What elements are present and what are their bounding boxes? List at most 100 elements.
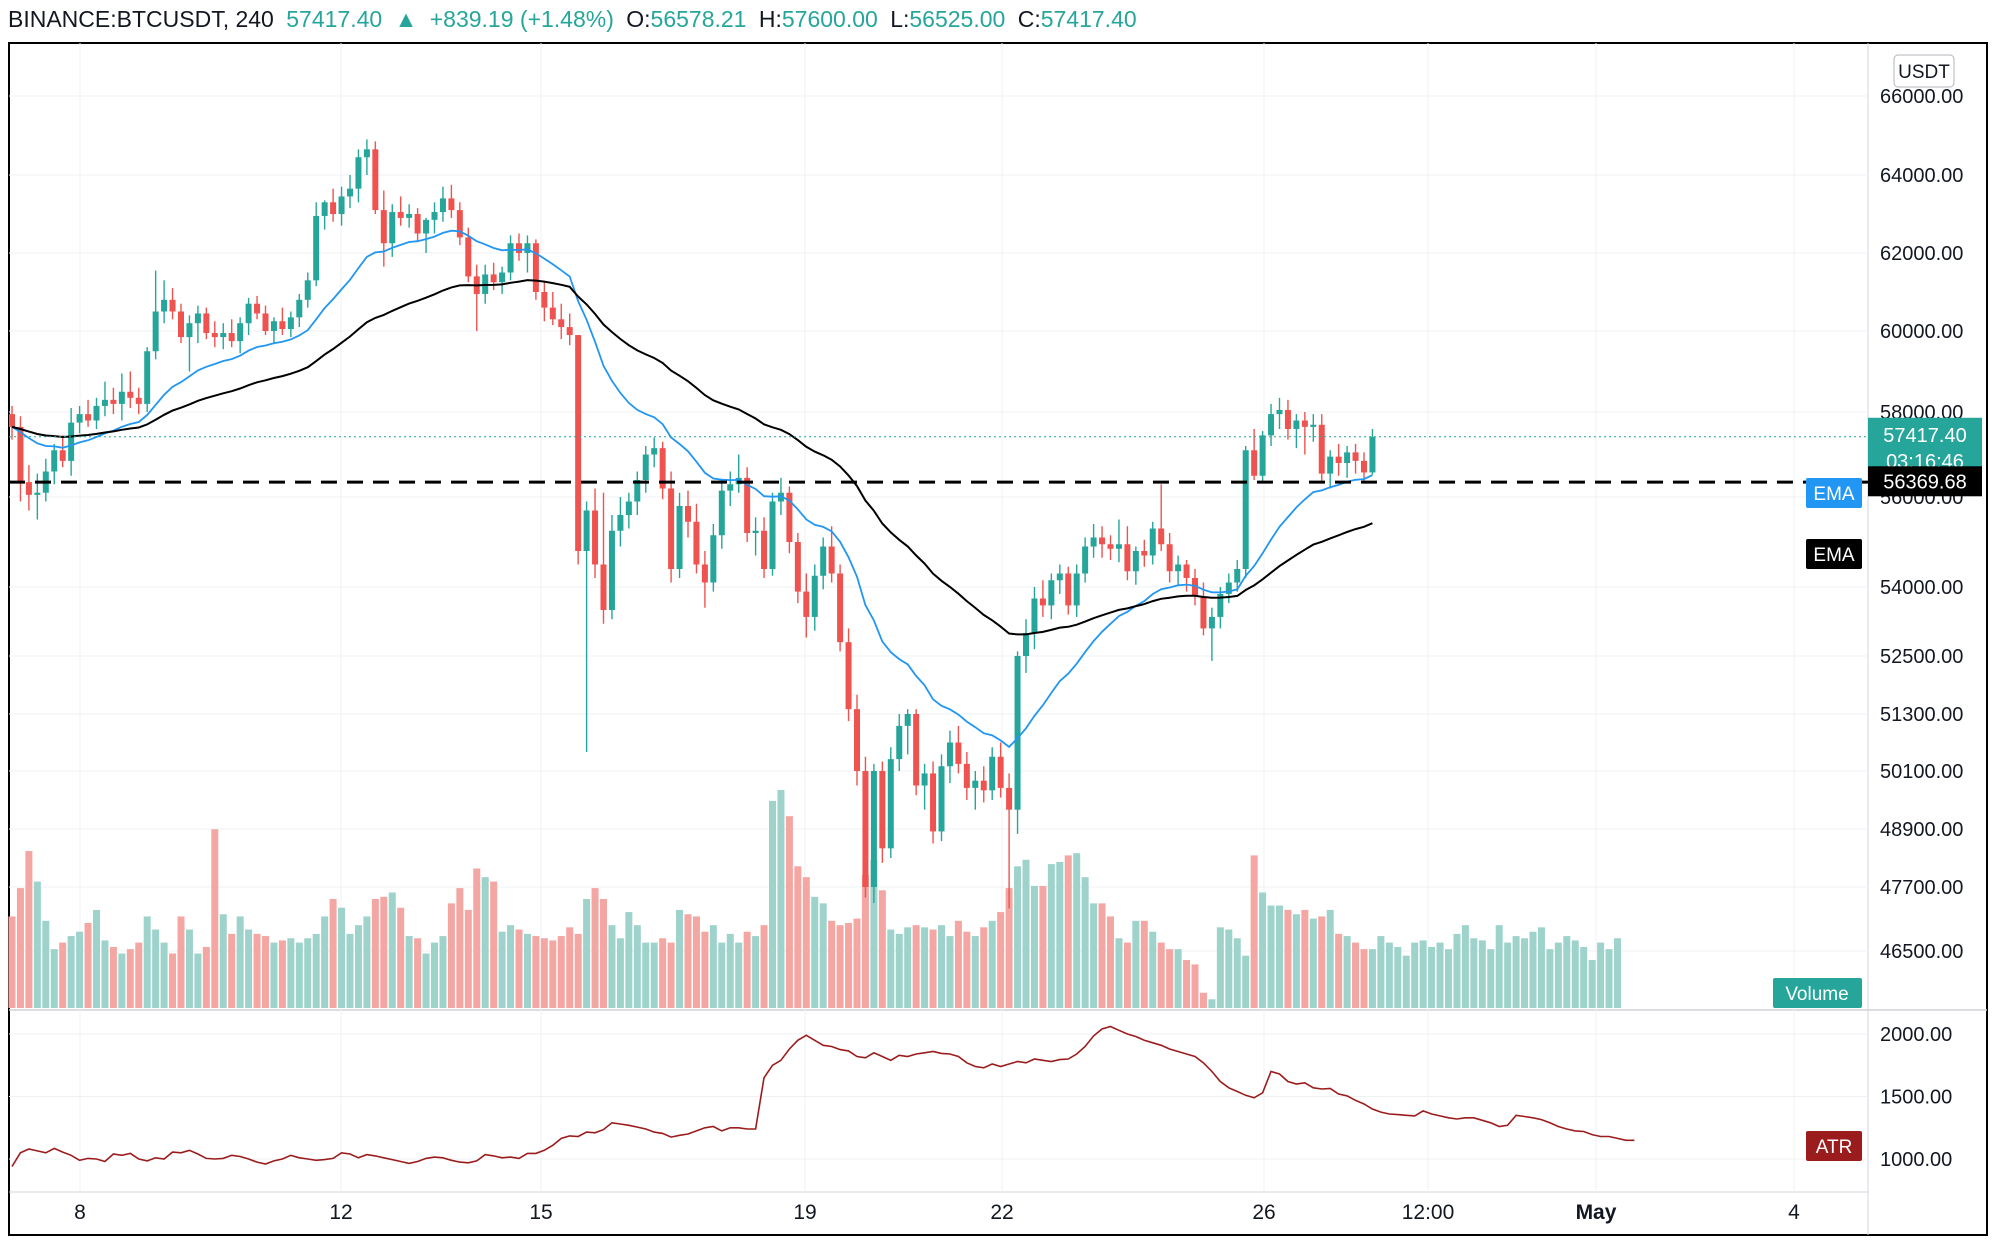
volume-bar [752,936,760,1008]
candle-body [946,742,953,767]
candle-body [963,763,970,788]
candle-body [389,212,396,244]
candle-body [820,546,827,576]
volume-bar [845,922,853,1008]
candle-body [659,448,666,489]
price-tick-label: 60000.00 [1880,321,1963,343]
candle-body [448,198,455,211]
volume-bar [1174,949,1182,1008]
volume-bar [278,940,286,1008]
candle-body [1284,409,1291,429]
volume-bar [1495,925,1503,1008]
candle-body [668,488,675,569]
volume-bar [1073,853,1081,1008]
volume-bar [498,931,506,1008]
high-label: H: [758,6,782,32]
candle-body [355,157,362,189]
volume-bar [1208,999,1216,1008]
volume-bar [887,929,895,1008]
volume-bar [878,890,886,1008]
time-tick-label: May [1576,1201,1617,1224]
ema-fast-badge[interactable] [1806,478,1862,508]
volume-bar [642,942,650,1008]
volume-bar [447,903,455,1008]
price-tick-label: 52500.00 [1880,646,1963,668]
atr-axis: 2000.00 1500.00 1000.00 [1880,1024,1952,1171]
candle-body [1327,456,1334,474]
volume-bar [1267,905,1275,1008]
volume-bar [160,942,168,1008]
candle-body [989,756,996,791]
price-axis: 66000.0064000.0062000.0060000.0058000.00… [1880,86,1963,963]
volume-bar [904,927,912,1008]
volume-badge[interactable] [1773,978,1862,1008]
volume-bar [726,933,734,1008]
volume-bar [456,888,464,1008]
candle-body [1141,551,1148,556]
volume-bar [616,938,624,1008]
volume-bar [709,925,717,1008]
volume-bar [202,946,210,1008]
candle-body [1225,582,1232,594]
volume-bar [1402,955,1410,1008]
volume-bar [211,829,219,1008]
volume-bar [33,881,41,1008]
volume-bar [971,936,979,1008]
candle-body [1158,528,1165,545]
volume-bar [329,899,337,1008]
ema-fast-line [11,229,1373,749]
volume-bar [422,953,430,1008]
volume-bar [625,912,633,1008]
volume-bar [50,949,58,1008]
candle-body [1259,435,1266,476]
volume-bar [963,931,971,1008]
volume-bar [321,916,329,1008]
symbol-label[interactable]: BINANCE:BTCUSDT, 240 [8,6,274,32]
time-tick-label: 12 [329,1201,352,1224]
volume-bar [1478,940,1486,1008]
time-axis: 8 12 15 19 22 26 12:00 May 4 [74,1201,1800,1224]
candle-body [930,773,937,832]
volume-bar [650,942,658,1008]
ema-slow-badge[interactable] [1806,539,1862,569]
volume-bar [1470,938,1478,1008]
volume-bar [549,940,557,1008]
price-tick-label: 50100.00 [1880,761,1963,783]
candle-body [1293,420,1300,429]
volume-bar [1521,938,1529,1008]
volume-bar [1318,916,1326,1008]
volume-bar [1140,920,1148,1008]
volume-bar [16,888,24,1008]
candle-body [279,321,286,330]
volume-bar [676,909,684,1008]
candle-body [549,307,556,320]
atr-badge[interactable] [1806,1131,1862,1161]
candle-body [811,575,818,617]
price-tick-label: 47700.00 [1880,877,1963,899]
candle-body [380,210,387,244]
last-price: 57417.40 [286,6,383,32]
time-tick-label: 22 [990,1201,1013,1224]
candle-body [245,303,252,324]
candle-body [321,202,328,216]
candle-body [1132,551,1139,572]
high-value: 57600.00 [781,6,878,32]
atr-tick-label: 1000.00 [1880,1149,1952,1171]
price-tick-label: 66000.00 [1880,86,1963,108]
candle-body [1242,450,1249,569]
volume-bar [980,927,988,1008]
volume-bar [490,881,498,1008]
currency-box[interactable] [1893,54,1955,88]
volume-bar [295,942,303,1008]
volume-bar [1047,864,1055,1008]
candle-body [1361,460,1367,473]
candle-body [101,399,108,406]
volume-bar [253,933,261,1008]
volume-bar [42,920,50,1008]
volume-bar [743,931,751,1008]
candle-body [237,323,244,342]
candle-body [904,714,911,726]
ema-slow-label: EMA [1813,545,1855,566]
time-tick-label: 4 [1788,1201,1800,1224]
